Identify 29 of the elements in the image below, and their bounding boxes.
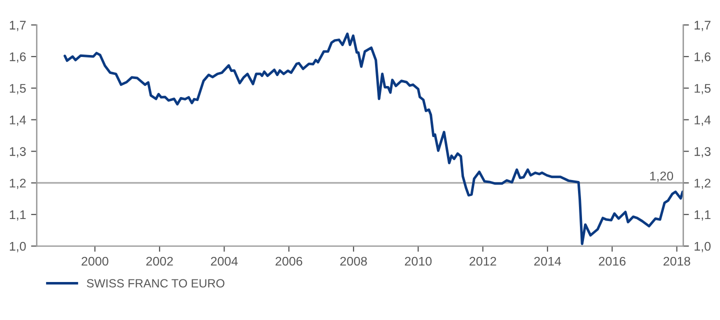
x-tick-label: 2004 — [210, 256, 238, 266]
y2-tick-label: 1,3 — [694, 147, 711, 158]
x-tick-label: 2000 — [82, 256, 108, 266]
ref-line-label: 1,20 — [650, 172, 674, 182]
x-tick-label: 2016 — [598, 256, 626, 266]
y2-tick-label: 1,5 — [694, 84, 711, 94]
y-tick-label: 1,7 — [10, 20, 26, 32]
y-tick-label: 1,4 — [10, 116, 26, 126]
y-tick-label: 1,1 — [10, 210, 26, 221]
x-tick-label: 2006 — [276, 256, 302, 266]
y-tick-label: 1,0 — [10, 242, 26, 252]
y2-tick-label: 1,1 — [694, 210, 710, 221]
x-tick-label: 2014 — [534, 256, 562, 266]
legend-label: SWISS FRANC TO EURO — [86, 279, 224, 288]
x-tick-label: 2010 — [404, 256, 432, 266]
y-tick-label: 1,6 — [10, 52, 26, 63]
y2-tick-label: 1,4 — [694, 116, 711, 126]
x-tick-label: 2012 — [470, 256, 496, 266]
x-tick-label: 2002 — [146, 256, 173, 266]
x-tick-label: 2008 — [340, 256, 367, 266]
y-tick-label: 1,3 — [10, 147, 26, 158]
y2-tick-label: 1,2 — [694, 178, 710, 190]
y-tick-label: 1,2 — [10, 178, 26, 190]
x-tick-label: 2018 — [664, 256, 690, 266]
y2-tick-label: 1,0 — [694, 242, 711, 252]
y-tick-label: 1,5 — [10, 84, 26, 94]
line-series — [64, 32, 684, 246]
y2-tick-label: 1,6 — [694, 52, 711, 63]
y2-tick-label: 1,7 — [694, 20, 710, 32]
